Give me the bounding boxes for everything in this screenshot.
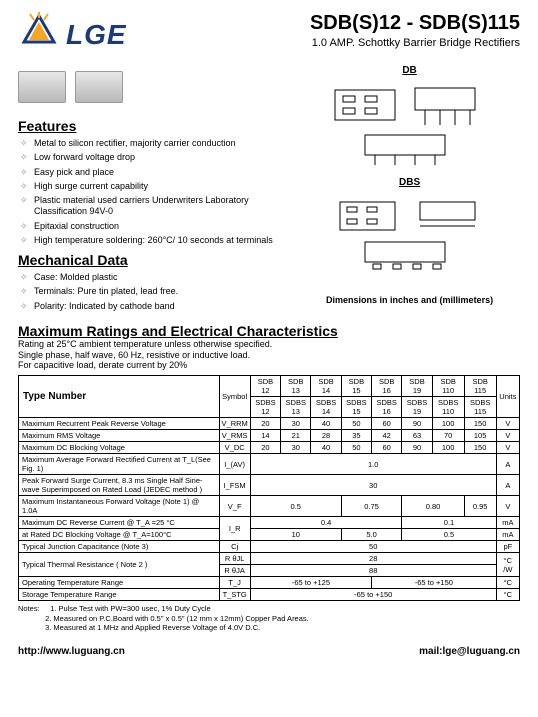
table-row: Maximum DC Blocking Voltage V_DC 2030405… — [19, 442, 520, 454]
col-head: SDB 16 — [372, 376, 402, 397]
col-head: SDB 19 — [402, 376, 432, 397]
feature-item: High temperature soldering: 260°C/ 10 se… — [20, 235, 279, 246]
note-line: 3. Measured at 1 MHz and Applied Reverse… — [45, 623, 260, 632]
part-title: SDB(S)12 - SDB(S)115 — [310, 12, 520, 35]
symbol-header: Symbol — [219, 376, 250, 418]
notes-lead: Notes: — [18, 604, 40, 613]
brand-name: LGE — [66, 19, 127, 51]
col-head: SDBS 115 — [464, 397, 496, 418]
mechanical-list: Case: Molded plastic Terminals: Pure tin… — [18, 272, 279, 312]
dimension-drawings: DB DBS — [299, 65, 520, 315]
typenum-header: Type Number — [19, 376, 220, 418]
col-head: SDB 12 — [250, 376, 280, 397]
table-row: Maximum Recurrent Peak Reverse Voltage V… — [19, 418, 520, 430]
table-row: Typical Junction Capacitance (Note 3) Cj… — [19, 541, 520, 553]
table-row: Maximum Instantaneous Forward Voltage (N… — [19, 496, 520, 517]
rating-note: Rating at 25°C ambient temperature unles… — [18, 339, 520, 371]
col-head: SDBS 110 — [432, 397, 464, 418]
footer-mail: mail:lge@luguang.cn — [419, 646, 520, 657]
features-list: Metal to silicon rectifier, majority car… — [18, 138, 279, 246]
drawing-label-db: DB — [299, 65, 520, 76]
col-head: SDBS 13 — [281, 397, 311, 418]
title-block: SDB(S)12 - SDB(S)115 1.0 AMP. Schottky B… — [310, 12, 520, 49]
spec-table: Type Number Symbol SDB 12 SDB 13 SDB 14 … — [18, 375, 520, 601]
mechanical-item: Terminals: Pure tin plated, lead free. — [20, 286, 279, 297]
rating-note-line: Single phase, half wave, 60 Hz, resistiv… — [18, 350, 250, 360]
col-head: SDBS 15 — [341, 397, 371, 418]
note-line: 1. Pulse Test with PW=300 usec, 1% Duty … — [50, 604, 211, 613]
table-row: at Rated DC Blocking Voltage @ T_A=100°C… — [19, 529, 520, 541]
package-images — [18, 71, 279, 106]
feature-item: High surge current capability — [20, 181, 279, 192]
units-header: Units — [496, 376, 519, 418]
col-head: SDB 13 — [281, 376, 311, 397]
package-image-dbs — [75, 71, 123, 103]
mechanical-item: Polarity: Indicated by cathode band — [20, 301, 279, 312]
table-row: Operating Temperature Range T_J -65 to +… — [19, 577, 520, 589]
feature-item: Low forward voltage drop — [20, 152, 279, 163]
feature-item: Metal to silicon rectifier, majority car… — [20, 138, 279, 149]
rating-note-line: Rating at 25°C ambient temperature unles… — [18, 339, 272, 349]
dbs-drawing-icon — [325, 192, 495, 282]
table-row: Storage Temperature Range T_STG -65 to +… — [19, 589, 520, 601]
maxratings-heading: Maximum Ratings and Electrical Character… — [18, 323, 520, 339]
mechanical-heading: Mechanical Data — [18, 252, 279, 268]
footnotes: Notes: 1. Pulse Test with PW=300 usec, 1… — [18, 604, 520, 632]
col-head: SDBS 14 — [311, 397, 341, 418]
note-line: 2. Measured on P.C.Board with 0.5" x 0.5… — [45, 614, 309, 623]
footer-url: http://www.luguang.cn — [18, 646, 125, 657]
col-head: SDBS 16 — [372, 397, 402, 418]
col-head: SDB 115 — [464, 376, 496, 397]
footer: http://www.luguang.cn mail:lge@luguang.c… — [18, 646, 520, 657]
table-row: Maximum RMS Voltage V_RMS 14212835426370… — [19, 430, 520, 442]
col-head: SDBS 12 — [250, 397, 280, 418]
header: LGE SDB(S)12 - SDB(S)115 1.0 AMP. Schott… — [18, 12, 520, 57]
logo-icon — [18, 12, 60, 57]
feature-item: Plastic material used carriers Underwrit… — [20, 195, 279, 218]
table-row: Typical Thermal Resistance ( Note 2 ) R … — [19, 553, 520, 565]
mechanical-item: Case: Molded plastic — [20, 272, 279, 283]
table-row: Peak Forward Surge Current, 8.3 ms Singl… — [19, 475, 520, 496]
feature-item: Epitaxial construction — [20, 221, 279, 232]
table-row: Maximum DC Reverse Current @ T_A =25 °C … — [19, 517, 520, 529]
logo-block: LGE — [18, 12, 127, 57]
package-image-db — [18, 71, 66, 103]
col-head: SDB 14 — [311, 376, 341, 397]
col-head: SDBS 19 — [402, 397, 432, 418]
rating-note-line: For capacitive load, derate current by 2… — [18, 360, 187, 370]
col-head: SDB 110 — [432, 376, 464, 397]
part-subtitle: 1.0 AMP. Schottky Barrier Bridge Rectifi… — [310, 37, 520, 49]
db-drawing-icon — [325, 80, 495, 170]
col-head: SDB 15 — [341, 376, 371, 397]
table-row: Maximum Average Forward Rectified Curren… — [19, 454, 520, 475]
features-heading: Features — [18, 118, 279, 134]
dimensions-caption: Dimensions in inches and (millimeters) — [299, 295, 520, 305]
drawing-label-dbs: DBS — [299, 177, 520, 188]
feature-item: Easy pick and place — [20, 167, 279, 178]
